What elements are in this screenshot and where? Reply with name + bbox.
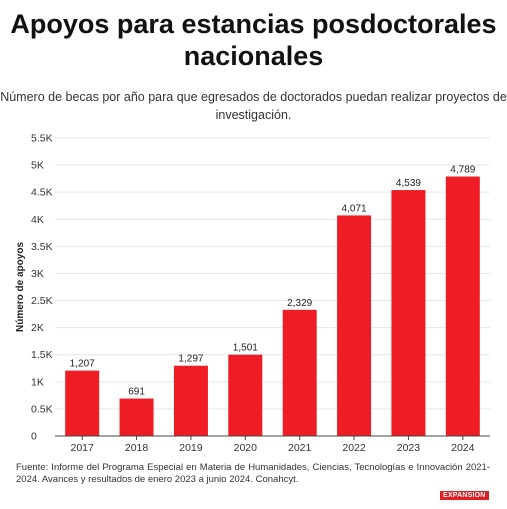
y-axis-ticks: 0 0.5K 1K 1.5K 2K 2.5K 3K 3.5K 4K 4.5K 5K 5.5K [31,133,53,443]
data-label: 2,329 [287,298,312,309]
bar-chart: 0 0.5K 1K 1.5K 2K 2.5K 3K 3.5K 4K 4.5K 5K 5.5K 1,20… [15,133,490,454]
chart-subtitle: Número de becas por año para que egresad… [0,90,507,122]
bar [337,215,372,436]
x-tick-label: 2022 [342,442,366,454]
y-tick-label: 2.5K [31,295,53,307]
y-tick-label: 0 [31,431,37,443]
data-label: 1,501 [233,343,258,354]
y-tick-label: 5K [31,160,44,172]
y-tick-label: 1.5K [31,349,53,361]
y-tick-label: 3.5K [31,241,53,253]
x-axis-ticks: 2017 2018 2019 2020 2021 2022 2023 2024 [71,436,475,454]
y-tick-label: 0.5K [31,403,53,415]
data-label: 1,207 [70,359,95,370]
chart-title: Apoyos para estancias posdoctorales naci… [10,9,497,71]
y-tick-label: 5.5K [31,133,53,145]
x-tick-label: 2017 [71,442,95,454]
x-tick-label: 2019 [179,442,203,454]
expansion-logo: EXPANSION [440,491,489,500]
x-tick-label: 2023 [397,442,421,454]
data-label: 4,071 [342,203,367,214]
source-note: Fuente: Informe del Programa Especial en… [16,462,490,485]
data-label: 4,789 [450,165,475,176]
bar [119,398,154,436]
bar [173,365,208,436]
y-tick-label: 3K [31,268,44,280]
data-label: 4,539 [396,178,421,189]
x-tick-label: 2021 [288,442,312,454]
y-tick-label: 1K [31,376,44,388]
bar [445,176,480,437]
data-label: 691 [128,387,145,398]
bars [65,176,480,437]
bar [65,370,100,436]
y-tick-label: 2K [31,322,44,334]
bar [228,354,263,436]
x-tick-label: 2020 [234,442,258,454]
x-tick-label: 2024 [451,442,475,454]
y-tick-label: 4K [31,214,44,226]
data-labels: 1,207 691 1,297 1,501 2,329 4,071 4,539 4,789 [70,165,476,398]
data-label: 1,297 [178,354,203,365]
x-tick-label: 2018 [125,442,149,454]
y-axis-label: Número de apoyos [15,242,26,332]
bar [282,309,317,436]
y-tick-label: 4.5K [31,187,53,199]
bar [391,190,426,436]
